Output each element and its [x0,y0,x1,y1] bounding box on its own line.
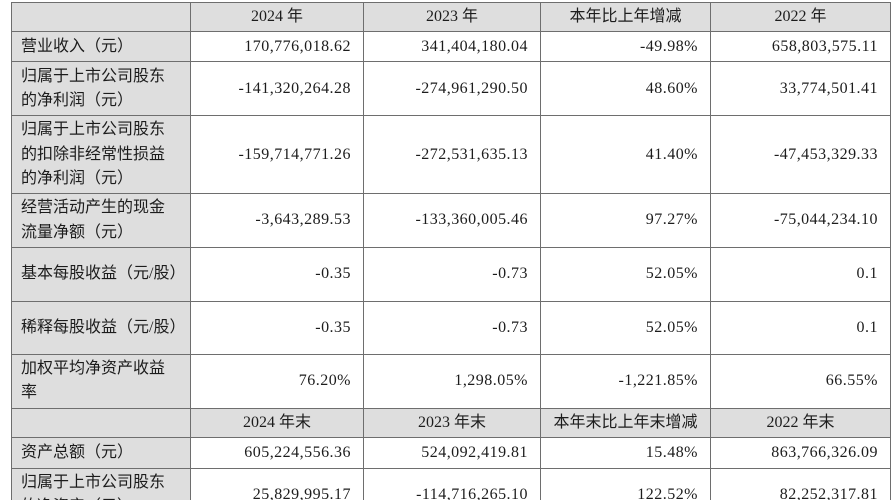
value-cell: -114,716,265.10 [363,467,541,500]
financial-summary-table: 2024 年 2023 年 本年比上年增减 2022 年 营业收入（元） 170… [11,1,891,500]
col-header-2023: 2023 年 [363,1,541,33]
table-row-weighted-avg-roe: 加权平均净资产收益率 76.20% 1,298.05% -1,221.85% 6… [11,353,891,409]
row-label: 经营活动产生的现金流量净额（元） [11,193,191,248]
table-row-net-profit-excl-nonrecurring: 归属于上市公司股东的扣除非经常性损益的净利润（元） -159,714,771.2… [11,115,891,195]
value-cell: -274,961,290.50 [363,61,541,117]
value-cell: 48.60% [540,61,711,117]
row-label: 资产总额（元） [11,436,191,469]
corner-cell [11,407,191,438]
table-row-net-assets: 归属于上市公司股东的净资产（元） 25,829,995.17 -114,716,… [11,467,891,500]
col-header-yoy-change: 本年比上年增减 [540,1,711,33]
col-header-2022: 2022 年 [710,1,891,33]
value-cell: 66.55% [710,353,891,409]
value-cell: 863,766,326.09 [710,436,891,469]
value-cell: -0.73 [363,246,541,302]
value-cell: 41.40% [540,115,711,195]
row-label: 归属于上市公司股东的扣除非经常性损益的净利润（元） [11,115,191,195]
section2-header-row: 2024 年末 2023 年末 本年末比上年末增减 2022 年末 [11,407,891,438]
value-cell: 341,404,180.04 [363,31,541,63]
value-cell: 52.05% [540,300,711,355]
row-label: 归属于上市公司股东的净资产（元） [11,467,191,500]
row-label: 归属于上市公司股东的净利润（元） [11,61,191,117]
value-cell: 658,803,575.11 [710,31,891,63]
value-cell: 0.1 [710,300,891,355]
value-cell: -49.98% [540,31,711,63]
table-row-net-profit: 归属于上市公司股东的净利润（元） -141,320,264.28 -274,96… [11,61,891,117]
value-cell: -159,714,771.26 [190,115,364,195]
row-label: 基本每股收益（元/股） [11,246,191,302]
row-label: 稀释每股收益（元/股） [11,300,191,355]
col-header-2022-end: 2022 年末 [710,407,891,438]
col-header-2024-end: 2024 年末 [190,407,364,438]
value-cell: 170,776,018.62 [190,31,364,63]
value-cell: 0.1 [710,246,891,302]
value-cell: -47,453,329.33 [710,115,891,195]
table-row-revenue: 营业收入（元） 170,776,018.62 341,404,180.04 -4… [11,31,891,63]
table-row-operating-cash-flow: 经营活动产生的现金流量净额（元） -3,643,289.53 -133,360,… [11,193,891,248]
value-cell: 524,092,419.81 [363,436,541,469]
value-cell: 82,252,317.81 [710,467,891,500]
value-cell: 52.05% [540,246,711,302]
value-cell: 1,298.05% [363,353,541,409]
value-cell: -133,360,005.46 [363,193,541,248]
col-header-end-change: 本年末比上年末增减 [540,407,711,438]
value-cell: 15.48% [540,436,711,469]
value-cell: -272,531,635.13 [363,115,541,195]
value-cell: 25,829,995.17 [190,467,364,500]
col-header-2023-end: 2023 年末 [363,407,541,438]
section1-header-row: 2024 年 2023 年 本年比上年增减 2022 年 [11,1,891,33]
value-cell: -3,643,289.53 [190,193,364,248]
value-cell: -0.35 [190,246,364,302]
value-cell: 122.52% [540,467,711,500]
table-row-basic-eps: 基本每股收益（元/股） -0.35 -0.73 52.05% 0.1 [11,246,891,302]
value-cell: -0.73 [363,300,541,355]
table-row-diluted-eps: 稀释每股收益（元/股） -0.35 -0.73 52.05% 0.1 [11,300,891,355]
col-header-2024: 2024 年 [190,1,364,33]
value-cell: 33,774,501.41 [710,61,891,117]
row-label: 加权平均净资产收益率 [11,353,191,409]
corner-cell [11,1,191,33]
table-row-total-assets: 资产总额（元） 605,224,556.36 524,092,419.81 15… [11,436,891,469]
value-cell: -75,044,234.10 [710,193,891,248]
row-label: 营业收入（元） [11,31,191,63]
value-cell: 76.20% [190,353,364,409]
value-cell: -141,320,264.28 [190,61,364,117]
value-cell: 97.27% [540,193,711,248]
value-cell: 605,224,556.36 [190,436,364,469]
value-cell: -1,221.85% [540,353,711,409]
value-cell: -0.35 [190,300,364,355]
